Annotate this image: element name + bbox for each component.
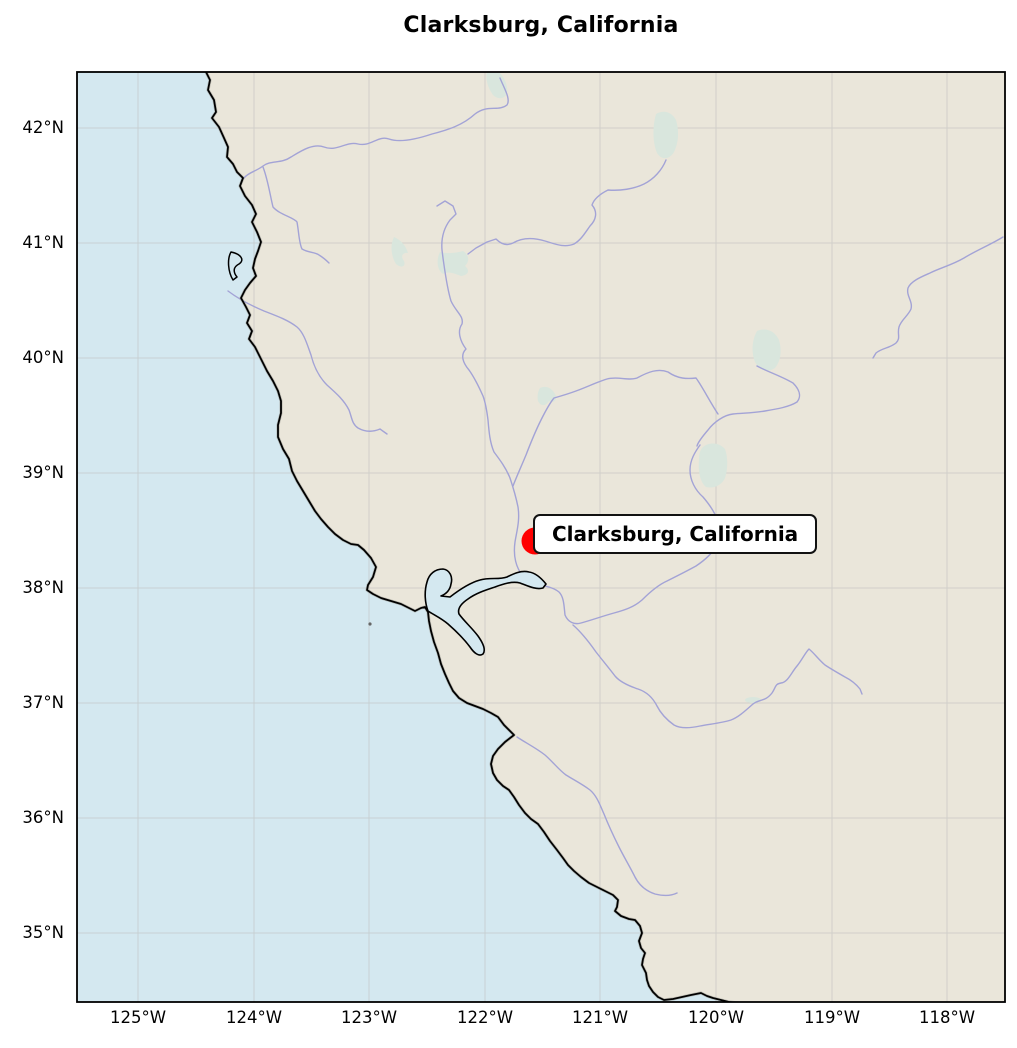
river-eel (227, 290, 388, 435)
lake-trinity (391, 237, 408, 267)
x-tick-label: 118°W (918, 1008, 976, 1027)
river-san-joaquin (572, 624, 863, 729)
map-frame (76, 71, 1006, 1003)
y-tick-label: 37°N (22, 693, 64, 712)
river-salinas (516, 736, 678, 897)
x-tick-label: 122°W (456, 1008, 514, 1027)
lake-tahoe (698, 443, 728, 488)
x-tick-label: 120°W (687, 1008, 745, 1027)
x-tick-label: 121°W (571, 1008, 629, 1027)
y-tick-label: 35°N (22, 923, 64, 942)
islet-dot (368, 622, 372, 626)
lakes-layer (391, 72, 781, 703)
river-feather (512, 369, 719, 487)
river-honey-outflow (696, 365, 801, 447)
coastline (205, 72, 738, 1002)
marker-label: Clarksburg, California (533, 514, 818, 554)
y-tick-label: 40°N (22, 348, 64, 367)
river-sacramento (436, 200, 544, 587)
river-klamath (243, 77, 509, 179)
san-francisco-bay (424, 568, 547, 656)
x-tick-label: 123°W (340, 1008, 398, 1027)
y-tick-label: 41°N (22, 233, 64, 252)
x-tick-label: 125°W (109, 1008, 167, 1027)
river-trinity (262, 166, 330, 264)
x-tick-label: 119°W (803, 1008, 861, 1027)
humboldt-bay-outline (227, 251, 243, 281)
y-tick-label: 42°N (22, 118, 64, 137)
river-pit (467, 159, 667, 255)
y-tick-label: 36°N (22, 808, 64, 827)
lake-goose (653, 111, 679, 159)
y-tick-label: 38°N (22, 578, 64, 597)
y-tick-label: 39°N (22, 463, 64, 482)
lake-honey (752, 329, 781, 371)
lake-upper-klamath (486, 72, 508, 99)
river-nevada-northeast (872, 236, 1004, 359)
rivers-layer (227, 77, 1004, 897)
x-tick-label: 124°W (225, 1008, 283, 1027)
small-reservoir (745, 697, 761, 703)
figure-title: Clarksburg, California (403, 13, 679, 38)
marker-label-text: Clarksburg, California (552, 522, 799, 546)
river-american (544, 444, 720, 625)
